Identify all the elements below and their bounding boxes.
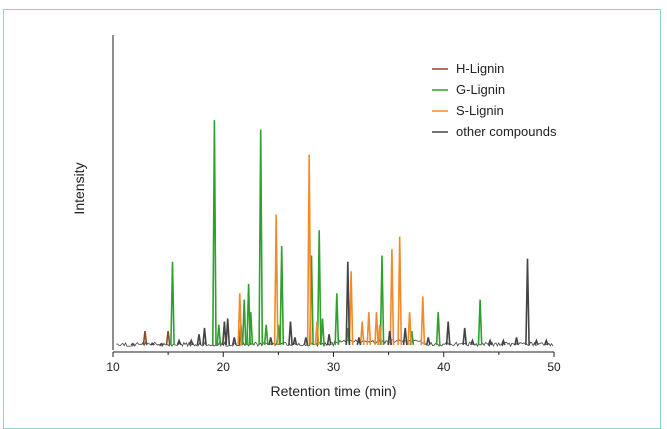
legend: H-Lignin G-Lignin S-Lignin other compounds [432,61,557,139]
peak-g-lignin [170,261,175,345]
peak-other-compounds [130,342,135,346]
peak-other-compounds [445,321,451,346]
peak-g-lignin [379,255,385,345]
peak-g-lignin [212,120,217,345]
peak-g-lignin [477,299,483,345]
peak-s-lignin [389,249,395,345]
peak-other-compounds [268,337,274,346]
peak-s-lignin [374,312,379,345]
chromatogram-chart: 10 20 30 40 50 Retention time (min) Intensit… [71,35,561,399]
peak-s-lignin [348,271,354,345]
peak-other-compounds [188,338,194,346]
peak-s-lignin [273,214,279,345]
peak-other-compounds [196,334,202,346]
peak-other-compounds [345,261,351,345]
peak-other-compounds [525,258,530,345]
peak-other-compounds [387,331,393,346]
x-tick-label: 10 [106,360,120,374]
peak-g-lignin [279,246,285,345]
peak-g-lignin [248,312,254,345]
peak-other-compounds [176,338,182,346]
legend-label: G-Lignin [456,82,505,97]
peak-other-compounds [500,338,506,346]
x-tick-label: 30 [327,360,341,374]
peak-other-compounds [292,337,298,346]
peak-other-compounds [514,337,519,346]
x-tick-label: 20 [217,360,231,374]
peak-g-lignin [320,318,325,346]
peak-other-compounds [326,334,332,346]
peak-other-compounds [462,327,468,346]
peak-s-lignin [407,312,412,345]
x-axis-title: Retention time (min) [270,383,396,399]
peaks-layer [112,35,549,350]
peak-s-lignin [366,312,372,345]
peak-g-lignin [241,299,247,345]
peak-s-lignin [420,296,426,345]
peak-s-lignin [377,324,383,346]
peak-g-lignin [216,324,222,346]
peak-s-lignin [237,293,243,345]
peak-g-lignin [263,324,269,346]
legend-label: other compounds [456,124,557,139]
y-axis-title: Intensity [71,162,87,214]
peak-other-compounds [425,337,431,346]
peak-other-compounds [543,338,549,346]
peak-other-compounds [225,318,231,346]
peak-s-lignin [397,236,403,345]
peak-h-lignin [142,331,148,346]
peak-s-lignin [359,321,365,346]
x-tick-label: 50 [547,360,561,374]
peak-g-lignin [435,312,441,345]
peak-s-lignin [306,154,312,345]
peak-s-lignin [314,321,320,346]
x-ticks: 10 20 30 40 50 [106,352,561,374]
peak-h-lignin [165,331,171,346]
peak-other-compounds [534,338,539,346]
peak-other-compounds [231,337,237,346]
x-tick-label: 40 [437,360,451,374]
legend-label: H-Lignin [456,61,504,76]
peak-other-compounds [470,338,475,346]
legend-label: S-Lignin [456,103,504,118]
peak-other-compounds [202,327,207,346]
peak-g-lignin [258,129,264,345]
peak-other-compounds [487,338,493,346]
peak-other-compounds [159,342,164,346]
peak-other-compounds [150,342,155,346]
peak-other-compounds [288,321,293,346]
peak-other-compounds [303,337,309,346]
peak-g-lignin [316,230,322,345]
peak-other-compounds [402,327,408,346]
figure-frame: 10 20 30 40 50 Retention time (min) Intensit… [3,9,661,429]
peak-other-compounds [356,337,362,346]
peak-other-compounds [222,321,227,346]
peak-g-lignin [334,293,340,345]
